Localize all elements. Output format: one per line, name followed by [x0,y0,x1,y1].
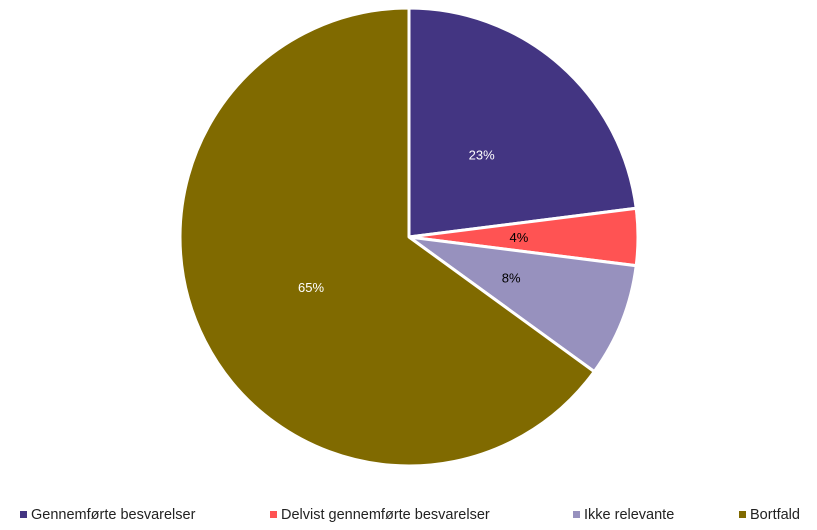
data-label-bortfald: 65% [298,280,324,295]
legend-item-ikke-relevante: Ikke relevante [573,507,674,523]
legend-label: Gennemførte besvarelser [31,507,196,523]
data-label-delvist-gennemforte-besvarelser: 4% [510,230,529,245]
legend-item-delvist-gennemforte-besvarelser: Delvist gennemførte besvarelser [270,507,490,523]
legend-label: Ikke relevante [584,507,674,523]
data-label-gennemforte-besvarelser: 23% [469,148,495,163]
legend-label: Delvist gennemførte besvarelser [281,507,490,523]
legend-swatch [573,511,580,518]
pie-slices [178,6,640,468]
legend-label: Bortfald [750,507,800,523]
legend: Gennemførte besvarelser Delvist gennemfør… [20,507,800,523]
legend-swatch [20,511,27,518]
legend-item-bortfald: Bortfald [739,507,800,523]
pie-slice-bortfald [178,6,596,468]
pie-slice-ikke-relevante [407,235,638,374]
legend-swatch [739,511,746,518]
pie-slice-labels: 23% 4% 8% 65% [298,148,529,295]
legend-swatch [270,511,277,518]
legend-item-gennemforte-besvarelser: Gennemførte besvarelser [20,507,196,523]
data-label-ikke-relevante: 8% [502,270,521,285]
pie-slice-gennemforte-besvarelser [407,6,638,239]
